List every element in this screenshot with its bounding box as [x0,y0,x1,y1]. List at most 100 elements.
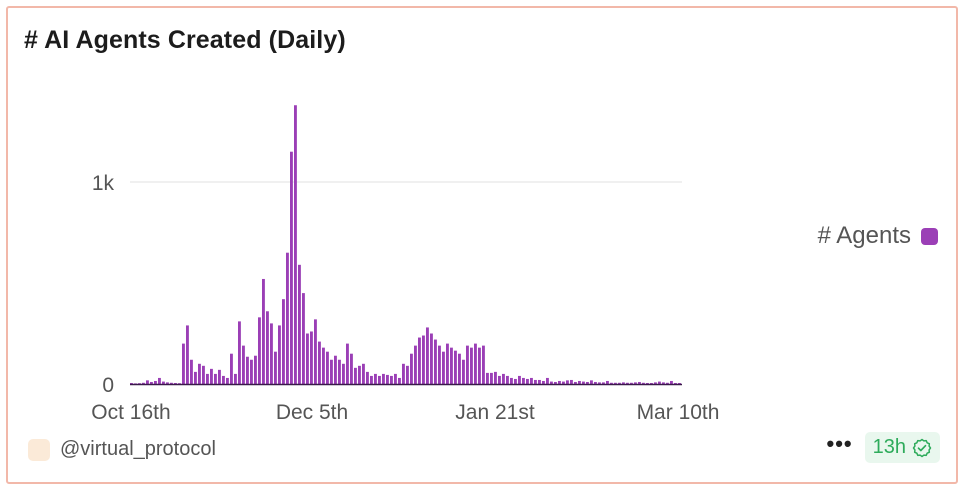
bar[interactable] [542,380,545,384]
bar[interactable] [206,373,209,384]
bar[interactable] [286,252,289,384]
bar[interactable] [210,368,213,384]
bar[interactable] [522,377,525,384]
bar[interactable] [430,333,433,385]
bar[interactable] [566,380,569,384]
bar[interactable] [254,355,257,384]
bar[interactable] [198,363,201,384]
bar[interactable] [450,347,453,384]
bar[interactable] [270,323,273,384]
bar[interactable] [626,382,629,384]
bar[interactable] [194,371,197,384]
bar[interactable] [402,363,405,384]
bar[interactable] [390,375,393,384]
bar[interactable] [442,351,445,384]
bar[interactable] [142,382,145,384]
bar[interactable] [158,377,161,384]
bar[interactable] [362,363,365,384]
bar[interactable] [314,319,317,384]
bar[interactable] [518,375,521,384]
bar[interactable] [582,381,585,384]
bar[interactable] [610,382,613,384]
bar[interactable] [510,377,513,384]
bar[interactable] [654,382,657,384]
bar[interactable] [302,293,305,384]
bar[interactable] [342,363,345,384]
bar[interactable] [422,335,425,384]
bar[interactable] [486,372,489,384]
bar[interactable] [282,299,285,384]
bar[interactable] [354,367,357,384]
bar[interactable] [326,351,329,384]
bar[interactable] [562,381,565,384]
bar[interactable] [138,383,141,384]
bar[interactable] [150,381,153,384]
bar[interactable] [290,151,293,384]
bar[interactable] [650,382,653,384]
bar[interactable] [482,345,485,384]
bar[interactable] [182,343,185,384]
bar[interactable] [366,371,369,384]
bar[interactable] [658,381,661,384]
bar[interactable] [498,375,501,384]
bar[interactable] [662,382,665,384]
bar[interactable] [578,380,581,384]
bar[interactable] [506,375,509,384]
bar[interactable] [470,347,473,384]
bar[interactable] [226,377,229,384]
bar[interactable] [546,377,549,384]
bar[interactable] [590,380,593,384]
bar[interactable] [370,375,373,384]
bar[interactable] [646,382,649,384]
bar[interactable] [526,378,529,384]
bar[interactable] [434,339,437,384]
author-info[interactable]: @virtual_protocol [28,438,216,461]
bar[interactable] [414,345,417,384]
bar[interactable] [466,345,469,384]
bar[interactable] [394,373,397,384]
bar[interactable] [214,373,217,384]
bar[interactable] [278,325,281,384]
legend[interactable]: # Agents [818,222,938,250]
bar[interactable] [334,355,337,384]
bar[interactable] [490,372,493,384]
bar[interactable] [218,369,221,384]
bar[interactable] [446,343,449,384]
bar[interactable] [674,382,677,384]
bar[interactable] [426,327,429,384]
bar[interactable] [474,343,477,384]
bar[interactable] [238,321,241,384]
bar[interactable] [630,382,633,384]
bar[interactable] [242,345,245,384]
bar[interactable] [606,380,609,384]
bar[interactable] [534,379,537,384]
bar[interactable] [350,353,353,384]
bar[interactable] [538,379,541,384]
bar[interactable] [594,381,597,384]
avatar[interactable] [28,438,50,461]
bar[interactable] [190,359,193,384]
bar[interactable] [598,382,601,384]
bar[interactable] [266,311,269,384]
bar[interactable] [250,359,253,384]
refresh-status-badge[interactable]: 13h [864,432,940,463]
bar[interactable] [134,383,137,384]
bar[interactable] [322,347,325,384]
bar[interactable] [638,381,641,384]
bar[interactable] [622,382,625,384]
bar[interactable] [398,377,401,384]
bar[interactable] [298,264,301,384]
bar[interactable] [438,345,441,384]
bar[interactable] [130,382,133,384]
bar[interactable] [530,377,533,384]
bar[interactable] [550,381,553,384]
bar[interactable] [174,382,177,384]
bar[interactable] [418,337,421,384]
bar[interactable] [318,341,321,384]
bar[interactable] [146,380,149,384]
bar[interactable] [502,373,505,384]
bar[interactable] [454,350,457,384]
bar[interactable] [666,382,669,384]
bar[interactable] [558,380,561,384]
bar[interactable] [330,359,333,384]
